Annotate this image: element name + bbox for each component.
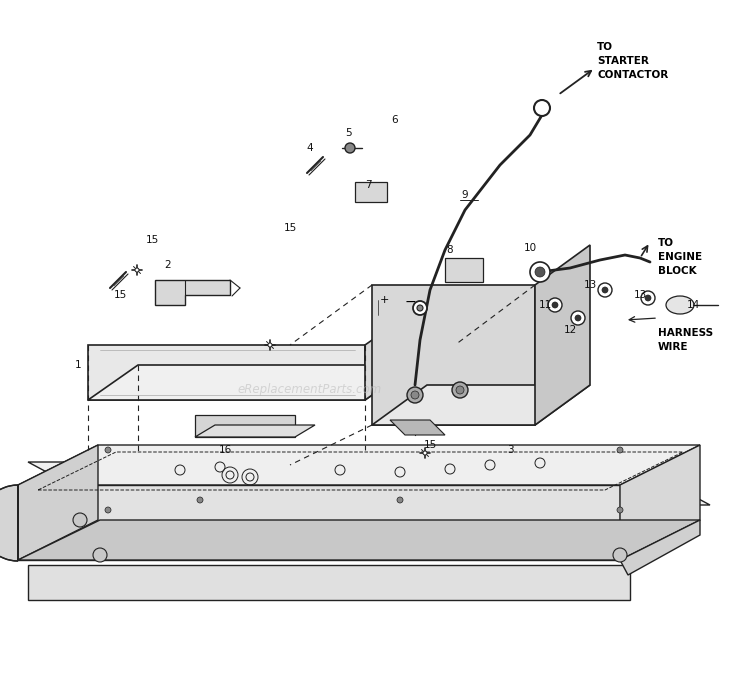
Text: WIRE: WIRE — [658, 342, 688, 352]
Text: 3: 3 — [507, 445, 513, 455]
Text: +: + — [380, 295, 389, 305]
Polygon shape — [195, 415, 295, 437]
Circle shape — [598, 283, 612, 297]
Circle shape — [397, 497, 403, 503]
Text: TO: TO — [658, 238, 674, 248]
Polygon shape — [620, 445, 700, 560]
Circle shape — [417, 305, 423, 311]
Text: 4: 4 — [307, 143, 314, 153]
Circle shape — [645, 295, 651, 301]
Circle shape — [73, 513, 87, 527]
Text: BLOCK: BLOCK — [658, 266, 697, 276]
Circle shape — [535, 267, 545, 277]
Polygon shape — [28, 462, 710, 505]
Text: 10: 10 — [524, 243, 536, 253]
Circle shape — [613, 548, 627, 562]
Circle shape — [575, 315, 581, 321]
Circle shape — [135, 268, 139, 272]
Circle shape — [571, 311, 585, 325]
Text: 12: 12 — [563, 325, 577, 335]
Circle shape — [530, 262, 550, 282]
Circle shape — [197, 497, 203, 503]
Text: CONTACTOR: CONTACTOR — [597, 70, 668, 80]
Polygon shape — [365, 310, 415, 400]
Circle shape — [641, 291, 655, 305]
Text: 5: 5 — [345, 128, 351, 138]
Text: HARNESS: HARNESS — [658, 328, 713, 338]
Circle shape — [411, 391, 419, 399]
Text: 15: 15 — [284, 223, 296, 233]
Text: 15: 15 — [113, 290, 127, 300]
Polygon shape — [18, 445, 700, 485]
Circle shape — [617, 447, 623, 453]
Text: 14: 14 — [686, 300, 700, 310]
Polygon shape — [195, 425, 315, 437]
Ellipse shape — [666, 296, 694, 314]
Text: TO: TO — [597, 42, 613, 52]
Polygon shape — [372, 385, 590, 425]
Text: 1: 1 — [75, 360, 81, 370]
Circle shape — [407, 387, 423, 403]
Text: 9: 9 — [462, 190, 468, 200]
Circle shape — [617, 507, 623, 513]
Polygon shape — [88, 365, 415, 400]
Circle shape — [456, 386, 464, 394]
Circle shape — [552, 302, 558, 308]
Circle shape — [452, 382, 468, 398]
Polygon shape — [28, 565, 630, 600]
Text: ENGINE: ENGINE — [658, 252, 702, 262]
Circle shape — [93, 548, 107, 562]
Text: 15: 15 — [423, 440, 436, 450]
Text: STARTER: STARTER — [597, 56, 649, 66]
Text: 13: 13 — [584, 280, 597, 290]
Circle shape — [534, 100, 550, 116]
Text: 15: 15 — [146, 235, 159, 245]
Polygon shape — [535, 245, 590, 425]
Circle shape — [413, 301, 427, 315]
Bar — [445, 258, 483, 282]
Text: −: − — [405, 295, 417, 309]
Circle shape — [105, 447, 111, 453]
Circle shape — [105, 507, 111, 513]
Circle shape — [345, 143, 355, 153]
Polygon shape — [390, 420, 445, 435]
Polygon shape — [88, 345, 365, 400]
Text: 16: 16 — [218, 445, 232, 455]
Text: 2: 2 — [165, 260, 171, 270]
Text: eReplacementParts.com: eReplacementParts.com — [238, 384, 382, 397]
Polygon shape — [372, 285, 535, 425]
Circle shape — [548, 298, 562, 312]
Circle shape — [423, 451, 427, 455]
Bar — [355, 182, 387, 202]
Text: 8: 8 — [447, 245, 453, 255]
Polygon shape — [620, 520, 700, 575]
Circle shape — [268, 343, 272, 347]
Polygon shape — [0, 485, 18, 561]
Polygon shape — [18, 520, 700, 560]
Text: 6: 6 — [392, 115, 398, 125]
Text: 13: 13 — [633, 290, 646, 300]
Text: 7: 7 — [364, 180, 371, 190]
Circle shape — [602, 287, 608, 293]
Polygon shape — [18, 485, 620, 560]
Text: 11: 11 — [538, 300, 551, 310]
Polygon shape — [155, 280, 230, 305]
Polygon shape — [18, 445, 98, 560]
